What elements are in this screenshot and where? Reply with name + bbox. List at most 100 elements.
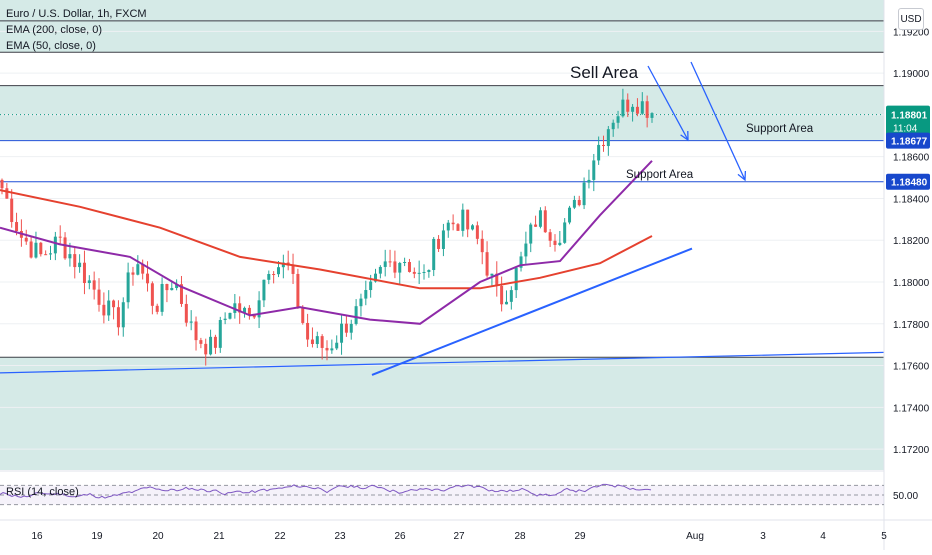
level-price-badge[interactable]	[886, 173, 930, 190]
candle[interactable]	[572, 199, 576, 208]
candle[interactable]	[15, 222, 19, 231]
candle[interactable]	[194, 321, 198, 341]
candle[interactable]	[577, 199, 581, 206]
candle[interactable]	[407, 262, 411, 272]
candle[interactable]	[398, 262, 402, 273]
candle[interactable]	[243, 307, 247, 313]
candle[interactable]	[150, 283, 154, 306]
candle[interactable]	[306, 322, 310, 340]
candle[interactable]	[165, 283, 169, 291]
candle[interactable]	[24, 237, 28, 242]
candle[interactable]	[563, 222, 567, 243]
candle[interactable]	[0, 179, 4, 189]
candle[interactable]	[199, 340, 203, 344]
candle[interactable]	[500, 285, 504, 305]
candle[interactable]	[490, 273, 494, 276]
candle[interactable]	[635, 106, 639, 114]
candle[interactable]	[597, 144, 601, 161]
candle[interactable]	[82, 262, 86, 284]
candle[interactable]	[553, 240, 557, 245]
candle[interactable]	[364, 290, 368, 299]
candle[interactable]	[466, 209, 470, 230]
candle[interactable]	[39, 242, 43, 255]
sell-arrow-2[interactable]	[690, 61, 746, 181]
candle[interactable]	[252, 314, 256, 318]
rsi-line[interactable]	[0, 483, 652, 499]
candle[interactable]	[44, 254, 48, 256]
candle[interactable]	[325, 347, 329, 351]
candle[interactable]	[335, 342, 339, 349]
candle[interactable]	[63, 237, 67, 259]
candle[interactable]	[388, 261, 392, 263]
candle[interactable]	[514, 267, 518, 291]
candle[interactable]	[645, 101, 649, 118]
candle[interactable]	[330, 348, 334, 351]
candle[interactable]	[626, 99, 630, 112]
candle[interactable]	[184, 303, 188, 323]
candle[interactable]	[126, 272, 130, 303]
candle[interactable]	[524, 243, 528, 257]
candle[interactable]	[422, 272, 426, 274]
candle[interactable]	[582, 182, 586, 206]
candle[interactable]	[403, 262, 407, 264]
candle[interactable]	[344, 323, 348, 333]
candle[interactable]	[213, 336, 217, 348]
candle[interactable]	[480, 238, 484, 253]
candle[interactable]	[587, 179, 591, 183]
candle[interactable]	[73, 254, 77, 268]
candle[interactable]	[504, 301, 508, 305]
candle[interactable]	[417, 272, 421, 274]
candle[interactable]	[136, 264, 140, 275]
candle[interactable]	[378, 266, 382, 274]
candle[interactable]	[548, 232, 552, 241]
candle[interactable]	[471, 225, 475, 230]
candle[interactable]	[247, 307, 251, 315]
candle[interactable]	[374, 273, 378, 282]
candle[interactable]	[519, 256, 523, 268]
candle[interactable]	[412, 271, 416, 274]
candle[interactable]	[34, 242, 38, 258]
candle[interactable]	[272, 274, 276, 276]
candle[interactable]	[146, 273, 150, 284]
rising-trendline[interactable]	[371, 247, 693, 376]
candle[interactable]	[209, 336, 213, 355]
candle[interactable]	[320, 336, 324, 348]
currency-button[interactable]: USD	[898, 8, 924, 30]
ema50-line[interactable]	[0, 160, 653, 325]
candle[interactable]	[640, 101, 644, 114]
candle[interactable]	[291, 265, 295, 274]
candle[interactable]	[121, 302, 125, 328]
candle[interactable]	[631, 106, 635, 112]
candle[interactable]	[509, 290, 513, 302]
candle[interactable]	[461, 209, 465, 231]
candle[interactable]	[606, 129, 610, 147]
candle[interactable]	[383, 261, 387, 267]
candle[interactable]	[5, 188, 9, 199]
candle[interactable]	[650, 113, 654, 118]
candle[interactable]	[611, 122, 615, 130]
candle[interactable]	[315, 336, 319, 345]
candle[interactable]	[116, 307, 120, 328]
candle[interactable]	[141, 264, 145, 274]
candle[interactable]	[228, 312, 232, 319]
candle[interactable]	[10, 198, 14, 223]
symbol-title[interactable]: Euro / U.S. Dollar, 1h, FXCM	[6, 8, 147, 20]
candle[interactable]	[601, 144, 605, 147]
candle[interactable]	[616, 116, 620, 123]
candle[interactable]	[558, 242, 562, 245]
candle[interactable]	[223, 318, 227, 321]
ema50-legend[interactable]: EMA (50, close, 0)	[6, 40, 96, 52]
candle[interactable]	[456, 224, 460, 231]
rsi-legend[interactable]: RSI (14, close)	[6, 486, 79, 498]
ema200-legend[interactable]: EMA (200, close, 0)	[6, 24, 102, 36]
ema200-line[interactable]	[0, 189, 653, 290]
candle[interactable]	[475, 225, 479, 239]
candle[interactable]	[534, 224, 538, 227]
candle[interactable]	[354, 306, 358, 324]
candle[interactable]	[485, 252, 489, 276]
candle[interactable]	[238, 303, 242, 313]
candle[interactable]	[340, 323, 344, 343]
candle[interactable]	[432, 238, 436, 271]
candle[interactable]	[170, 288, 174, 291]
